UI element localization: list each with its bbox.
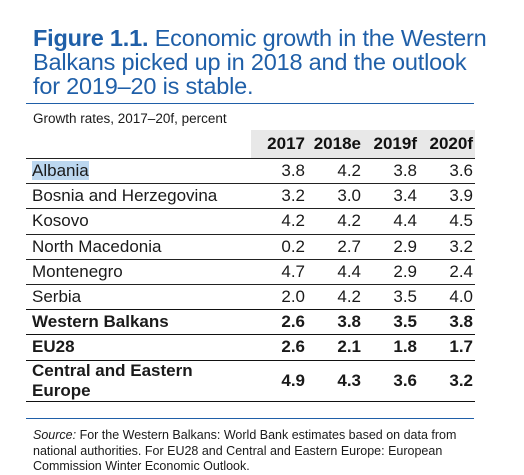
cell-value: 3.9: [419, 183, 475, 209]
figure-label: Figure 1.1.: [33, 25, 149, 51]
cell-value: 3.2: [251, 183, 307, 209]
table-row: Kosovo 4.2 4.2 4.4 4.5: [26, 208, 475, 235]
header-corner: [26, 130, 251, 159]
cell-value: 2.0: [251, 283, 307, 310]
cell-value: 2.6: [251, 334, 307, 360]
cell-value: 4.9: [251, 359, 307, 402]
cell-value: 4.2: [251, 208, 307, 235]
table-row-aggregate: Western Balkans 2.6 3.8 3.5 3.8: [26, 309, 475, 335]
row-label: EU28: [26, 334, 251, 360]
row-label[interactable]: Albania: [26, 157, 251, 184]
source-text: For the Western Balkans: World Bank esti…: [33, 428, 457, 473]
cell-value: 3.5: [363, 309, 419, 335]
cell-value: 1.8: [363, 334, 419, 360]
header-2020f: 2020f: [419, 130, 475, 159]
cell-value: 3.8: [363, 157, 419, 184]
growth-table: 2017 2018e 2019f 2020f Albania 3.8 4.2 3…: [26, 130, 475, 402]
cell-value: 3.4: [363, 183, 419, 209]
table-row-aggregate: Central and Eastern Europe 4.9 4.3 3.6 3…: [26, 359, 475, 402]
figure-title: Figure 1.1. Economic growth in the Weste…: [33, 26, 493, 98]
cell-value: 1.7: [419, 334, 475, 360]
table-row: Serbia 2.0 4.2 3.5 4.0: [26, 283, 475, 310]
cell-value: 3.0: [307, 183, 363, 209]
table-row: Albania 3.8 4.2 3.8 3.6: [26, 157, 475, 184]
row-label: Serbia: [26, 283, 251, 310]
cell-value: 2.9: [363, 233, 419, 260]
row-label: Western Balkans: [26, 309, 251, 335]
table-row-aggregate: EU28 2.6 2.1 1.8 1.7: [26, 334, 475, 360]
row-label: North Macedonia: [26, 233, 251, 260]
figure-title-text: Economic growth in the Western Balkans p…: [33, 25, 487, 99]
cell-value: 4.4: [307, 258, 363, 285]
cell-value: 3.8: [307, 309, 363, 335]
cell-value: 2.1: [307, 334, 363, 360]
row-label: Central and Eastern Europe: [26, 359, 251, 402]
source-note: Source: For the Western Balkans: World B…: [33, 428, 463, 475]
cell-value: 3.8: [251, 157, 307, 184]
cell-value: 4.7: [251, 258, 307, 285]
row-label: Montenegro: [26, 258, 251, 285]
cell-value: 0.2: [251, 233, 307, 260]
table-row: North Macedonia 0.2 2.7 2.9 3.2: [26, 233, 475, 260]
cell-value: 2.9: [363, 258, 419, 285]
header-2019f: 2019f: [363, 130, 419, 159]
table-row: Bosnia and Herzegovina 3.2 3.0 3.4 3.9: [26, 183, 475, 209]
cell-value: 4.2: [307, 283, 363, 310]
source-divider: [26, 418, 474, 419]
header-2017: 2017: [251, 130, 307, 159]
title-divider: [26, 103, 474, 104]
cell-value: 3.2: [419, 233, 475, 260]
cell-value: 3.6: [419, 157, 475, 184]
cell-value: 2.6: [251, 309, 307, 335]
cell-value: 2.7: [307, 233, 363, 260]
cell-value: 4.5: [419, 208, 475, 235]
table-subtitle: Growth rates, 2017–20f, percent: [33, 111, 227, 126]
selected-text[interactable]: Albania: [32, 161, 89, 181]
cell-value: 2.4: [419, 258, 475, 285]
cell-value: 3.2: [419, 359, 475, 402]
table-row: Montenegro 4.7 4.4 2.9 2.4: [26, 258, 475, 285]
cell-value: 4.2: [307, 208, 363, 235]
cell-value: 4.0: [419, 283, 475, 310]
cell-value: 4.3: [307, 359, 363, 402]
cell-value: 3.8: [419, 309, 475, 335]
row-label: Bosnia and Herzegovina: [26, 183, 251, 209]
cell-value: 3.6: [363, 359, 419, 402]
cell-value: 4.2: [307, 157, 363, 184]
cell-value: 3.5: [363, 283, 419, 310]
row-label: Kosovo: [26, 208, 251, 235]
header-2018e: 2018e: [307, 130, 363, 159]
cell-value: 4.4: [363, 208, 419, 235]
table-header-row: 2017 2018e 2019f 2020f: [26, 130, 475, 159]
source-label: Source:: [33, 428, 77, 442]
